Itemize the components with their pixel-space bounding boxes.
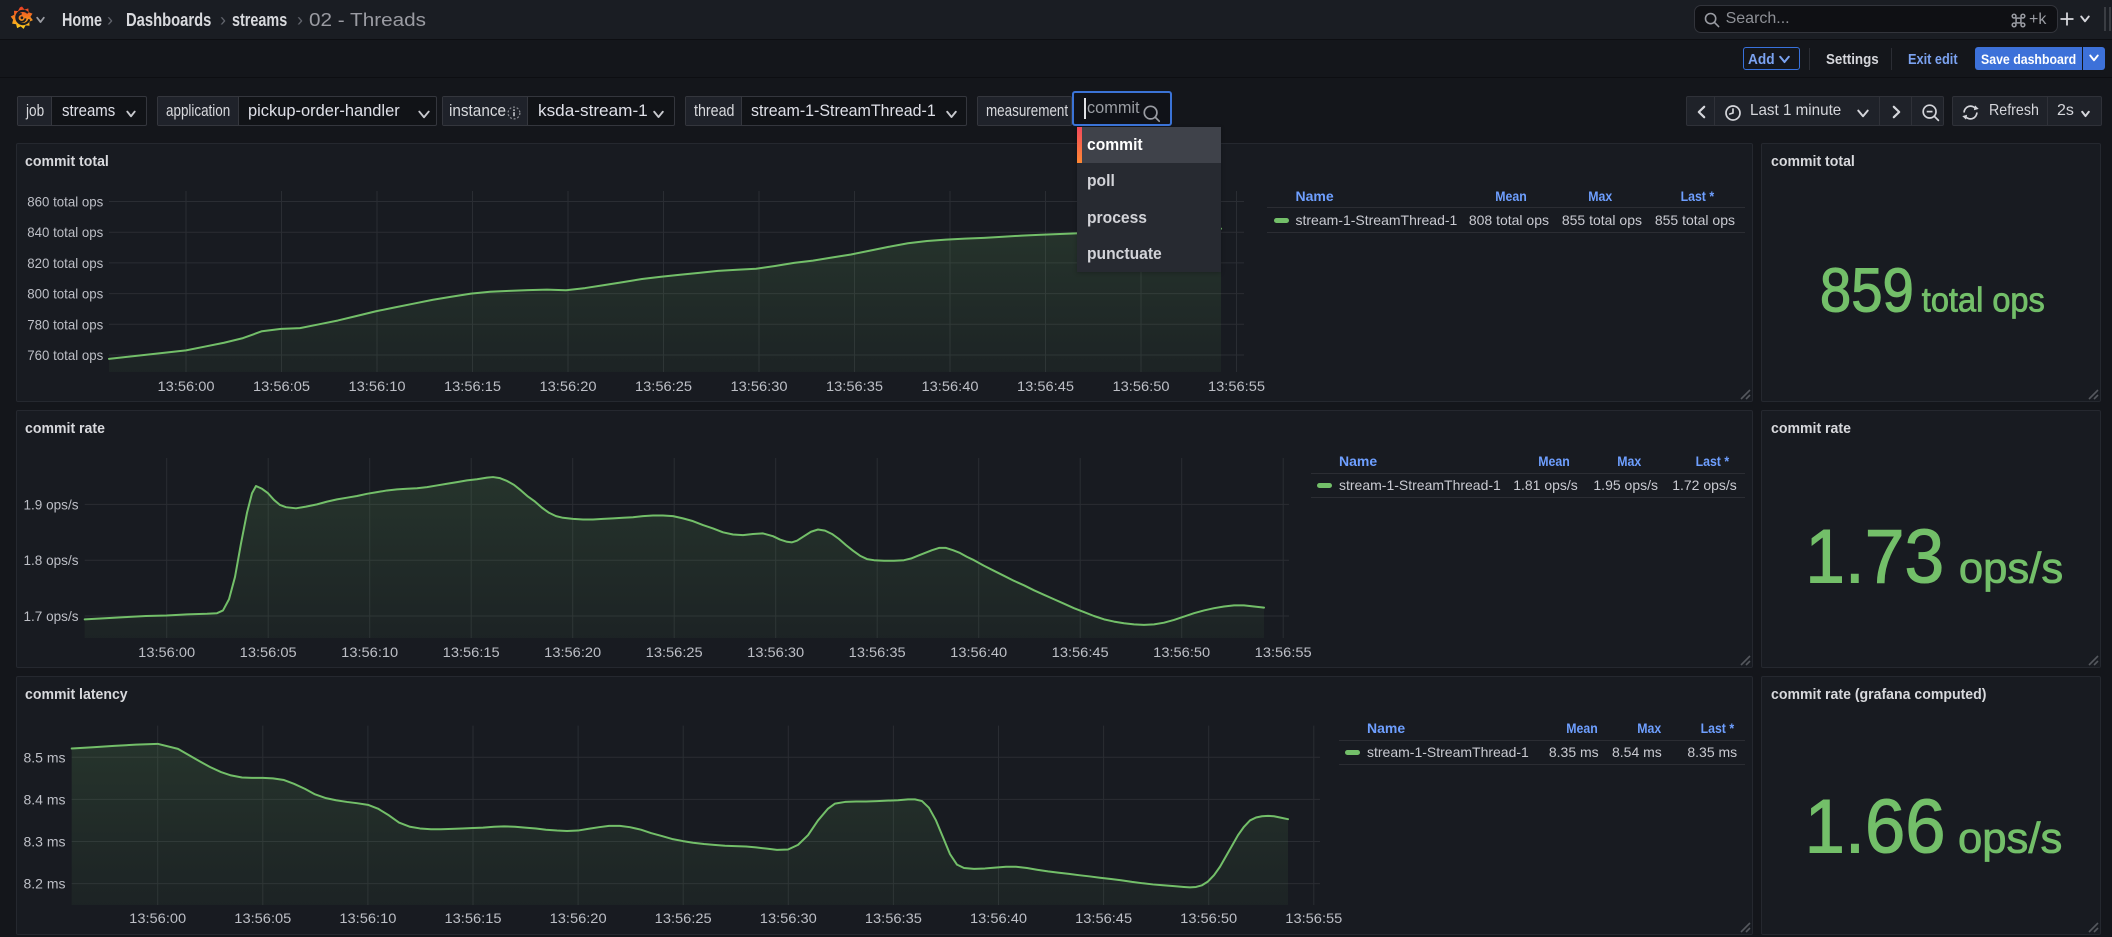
svg-text:13:56:40: 13:56:40 — [950, 644, 1007, 660]
svg-text:800 total ops: 800 total ops — [27, 286, 103, 302]
svg-text:13:56:25: 13:56:25 — [655, 910, 712, 926]
svg-text:13:56:05: 13:56:05 — [240, 644, 297, 660]
svg-text:13:56:25: 13:56:25 — [635, 378, 692, 394]
svg-text:ops/s: ops/s — [1959, 544, 2063, 592]
svg-text:820 total ops: 820 total ops — [27, 255, 103, 271]
svg-text:13:56:20: 13:56:20 — [544, 644, 601, 660]
svg-text:780 total ops: 780 total ops — [27, 316, 103, 332]
svg-text:13:56:40: 13:56:40 — [922, 378, 979, 394]
svg-text:1.9 ops/s: 1.9 ops/s — [24, 496, 79, 512]
svg-text:13:56:55: 13:56:55 — [1208, 378, 1265, 394]
svg-text:total ops: total ops — [1922, 281, 2045, 319]
svg-text:860 total ops: 860 total ops — [27, 194, 103, 210]
svg-text:840 total ops: 840 total ops — [27, 224, 103, 240]
svg-text:13:56:55: 13:56:55 — [1255, 644, 1312, 660]
svg-text:13:56:45: 13:56:45 — [1052, 644, 1109, 660]
svg-text:1.8 ops/s: 1.8 ops/s — [24, 552, 79, 568]
svg-text:13:56:20: 13:56:20 — [540, 378, 597, 394]
svg-text:8.4 ms: 8.4 ms — [24, 791, 66, 807]
svg-text:8.3 ms: 8.3 ms — [24, 834, 66, 850]
svg-text:13:56:20: 13:56:20 — [550, 910, 607, 926]
svg-text:13:56:00: 13:56:00 — [158, 378, 215, 394]
svg-text:13:56:00: 13:56:00 — [138, 644, 195, 660]
svg-text:13:56:05: 13:56:05 — [253, 378, 310, 394]
svg-text:760 total ops: 760 total ops — [27, 347, 103, 363]
svg-text:1.73: 1.73 — [1805, 514, 1944, 599]
svg-text:13:56:45: 13:56:45 — [1075, 910, 1132, 926]
svg-text:13:56:15: 13:56:15 — [445, 910, 502, 926]
svg-text:859: 859 — [1820, 256, 1914, 325]
svg-text:13:56:25: 13:56:25 — [646, 644, 703, 660]
svg-text:13:56:55: 13:56:55 — [1285, 910, 1342, 926]
svg-text:13:56:50: 13:56:50 — [1180, 910, 1237, 926]
svg-text:13:56:50: 13:56:50 — [1113, 378, 1170, 394]
svg-text:13:56:10: 13:56:10 — [349, 378, 406, 394]
svg-text:13:56:35: 13:56:35 — [865, 910, 922, 926]
svg-text:13:56:30: 13:56:30 — [731, 378, 788, 394]
svg-text:13:56:35: 13:56:35 — [826, 378, 883, 394]
svg-text:13:56:10: 13:56:10 — [339, 910, 396, 926]
svg-text:13:56:15: 13:56:15 — [444, 378, 501, 394]
svg-text:13:56:35: 13:56:35 — [849, 644, 906, 660]
svg-text:13:56:10: 13:56:10 — [341, 644, 398, 660]
svg-text:ops/s: ops/s — [1958, 815, 2062, 863]
svg-text:13:56:50: 13:56:50 — [1153, 644, 1210, 660]
svg-text:13:56:30: 13:56:30 — [747, 644, 804, 660]
svg-text:13:56:40: 13:56:40 — [970, 910, 1027, 926]
svg-text:13:56:45: 13:56:45 — [1017, 378, 1074, 394]
svg-text:13:56:00: 13:56:00 — [129, 910, 186, 926]
svg-text:8.5 ms: 8.5 ms — [24, 749, 66, 765]
svg-text:8.2 ms: 8.2 ms — [24, 876, 66, 892]
svg-text:1.66: 1.66 — [1805, 785, 1946, 870]
svg-text:13:56:30: 13:56:30 — [760, 910, 817, 926]
svg-text:13:56:15: 13:56:15 — [443, 644, 500, 660]
svg-text:13:56:05: 13:56:05 — [234, 910, 291, 926]
svg-text:1.7 ops/s: 1.7 ops/s — [24, 608, 79, 624]
